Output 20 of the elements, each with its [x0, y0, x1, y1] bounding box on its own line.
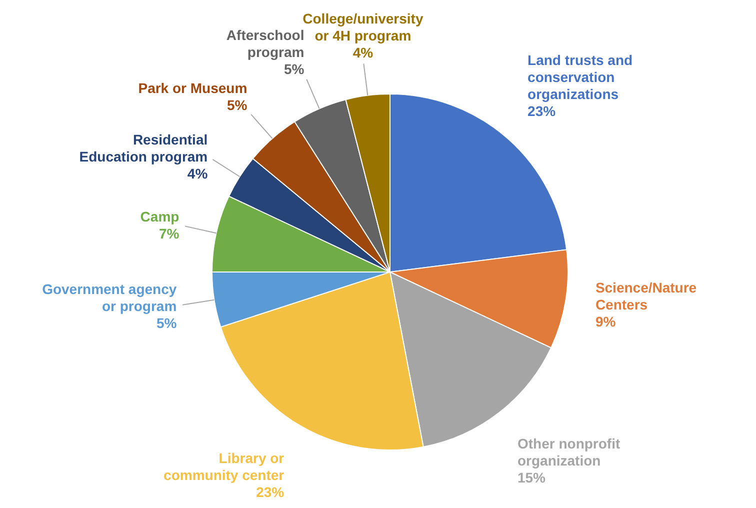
- slice-label: Afterschool program: [226, 26, 304, 60]
- data-label: 7%: [158, 225, 180, 242]
- data-label: 23%: [256, 484, 285, 500]
- slice-label: Library or community center: [164, 450, 285, 484]
- slice-label: Other nonprofit organization: [517, 435, 620, 468]
- data-label: 5%: [284, 60, 305, 77]
- data-label: 5%: [226, 96, 248, 113]
- slice-label: Residential Education program: [79, 131, 208, 164]
- data-label: 23%: [528, 102, 556, 119]
- data-label: 15%: [517, 469, 546, 486]
- slice-label: Science/Nature Centers: [595, 280, 697, 313]
- data-label: 4%: [187, 165, 208, 182]
- data-label: 5%: [156, 314, 178, 331]
- slice-label: Camp: [140, 208, 180, 224]
- slice-label: College/university or 4H program: [302, 10, 424, 44]
- slice-label: Government agency or program: [42, 280, 177, 314]
- slice-label: Land trusts and conservation organizations: [528, 52, 633, 102]
- data-label: 9%: [595, 314, 616, 330]
- data-label: 4%: [352, 44, 374, 61]
- slice-label: Park or Museum: [138, 80, 248, 96]
